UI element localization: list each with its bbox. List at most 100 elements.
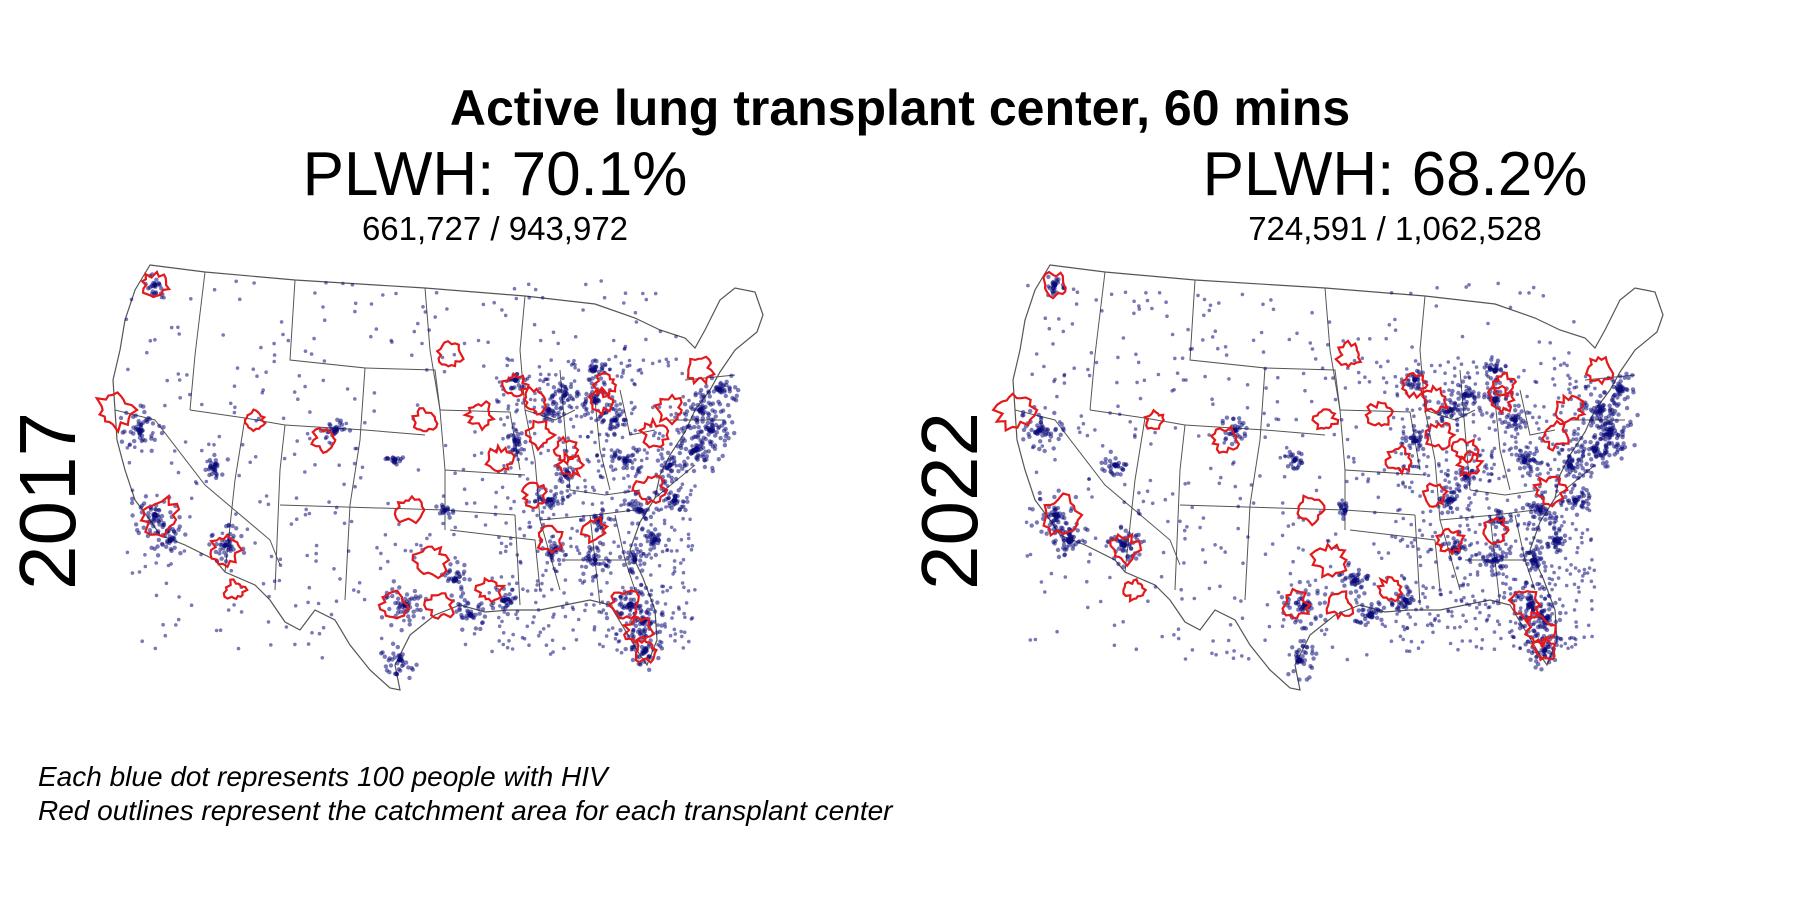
hiv-dot: [372, 391, 377, 395]
hiv-dot: [1550, 611, 1554, 616]
hiv-dot: [390, 340, 394, 344]
hiv-dot: [1223, 345, 1228, 349]
hiv-dot: [1360, 356, 1365, 361]
hiv-dot: [1081, 421, 1086, 426]
hiv-dot: [353, 397, 357, 401]
hiv-dot: [1049, 510, 1054, 515]
us-map: [991, 264, 1664, 691]
hiv-dot: [507, 639, 511, 643]
hiv-dot: [1251, 338, 1256, 343]
hiv-dot: [153, 338, 157, 342]
panel-2017: PLWH: 70.1% 661,727 / 943,972 2017: [0, 140, 900, 760]
hiv-dot: [369, 302, 374, 306]
hiv-dot: [1377, 550, 1381, 555]
hiv-dot: [601, 475, 605, 480]
hiv-dot: [185, 373, 189, 377]
hiv-dot: [580, 564, 584, 569]
hiv-dot: [1333, 532, 1338, 536]
hiv-dot: [1516, 513, 1521, 518]
hiv-dot: [1403, 438, 1409, 443]
hiv-dot: [1214, 653, 1218, 657]
hiv-dot: [1457, 556, 1462, 561]
hiv-dot: [700, 445, 706, 450]
hiv-dot: [1586, 495, 1592, 501]
hiv-dot: [1502, 442, 1507, 446]
hiv-dot: [1401, 637, 1405, 642]
hiv-dot: [212, 287, 217, 292]
catchment-outline: [484, 442, 516, 473]
hiv-dot: [1051, 282, 1056, 287]
hiv-dot: [1072, 366, 1076, 370]
hiv-dot: [643, 585, 649, 591]
hiv-dot: [626, 474, 630, 478]
hiv-dot: [1040, 444, 1045, 448]
hiv-dot: [1590, 558, 1594, 562]
hiv-dot: [1567, 387, 1571, 392]
hiv-dot: [612, 517, 617, 522]
hiv-dot: [390, 641, 396, 646]
hiv-dot: [1543, 569, 1547, 573]
hiv-dot: [163, 403, 167, 408]
hiv-dot: [683, 615, 687, 620]
hiv-dot: [1182, 528, 1187, 533]
hiv-dot: [1533, 404, 1537, 408]
hiv-dot: [646, 529, 651, 534]
hiv-dot: [149, 448, 154, 453]
hiv-dot: [1394, 384, 1399, 389]
hiv-dot: [1417, 430, 1423, 436]
hiv-dot: [1405, 407, 1409, 412]
hiv-dot: [1481, 448, 1485, 453]
state-border: [1184, 424, 1326, 436]
hiv-dot: [664, 357, 669, 362]
hiv-dot: [1122, 543, 1127, 548]
hiv-dot: [589, 416, 593, 421]
hiv-dot: [1518, 448, 1523, 454]
hiv-dot: [1472, 492, 1477, 497]
hiv-dot: [1317, 601, 1323, 606]
hiv-dot: [1509, 379, 1514, 384]
hiv-dot: [1577, 569, 1581, 573]
hiv-dot: [472, 501, 477, 505]
hiv-dot: [562, 553, 568, 558]
hiv-dot: [1466, 371, 1470, 375]
hiv-dot: [519, 447, 524, 452]
hiv-dot: [661, 434, 665, 438]
hiv-dot: [1100, 309, 1104, 313]
hiv-dot: [395, 610, 401, 615]
state-border: [1469, 489, 1541, 496]
hiv-dot: [289, 522, 294, 526]
hiv-dot: [1563, 494, 1568, 500]
hiv-dot: [572, 491, 577, 495]
hiv-dot: [668, 490, 673, 495]
hiv-dot: [612, 415, 617, 420]
hiv-dot: [1491, 558, 1496, 563]
hiv-dot: [1421, 446, 1426, 452]
hiv-dot: [1121, 564, 1126, 569]
hiv-dot: [1425, 424, 1430, 428]
hiv-dot: [1550, 540, 1556, 546]
hiv-dot: [1383, 390, 1387, 395]
hiv-dot: [1445, 510, 1451, 515]
hiv-dot: [1279, 595, 1285, 600]
hiv-dot: [1565, 363, 1569, 368]
hiv-dot: [1488, 545, 1493, 550]
hiv-dot: [699, 399, 704, 404]
catchment-outline: [393, 494, 426, 525]
hiv-dot: [393, 600, 398, 606]
hiv-dot: [1448, 505, 1453, 511]
hiv-dot: [601, 453, 606, 458]
hiv-dot: [1524, 537, 1529, 541]
hiv-dot: [381, 293, 385, 297]
catchment-outline: [552, 435, 580, 466]
hiv-dot: [608, 517, 613, 522]
hiv-dot: [1365, 653, 1369, 657]
hiv-dot: [1507, 547, 1512, 552]
hiv-dot: [1439, 510, 1445, 516]
hiv-dot: [1201, 548, 1205, 552]
hiv-dot: [505, 415, 510, 420]
hiv-dot: [627, 602, 632, 607]
hiv-dot: [1399, 573, 1404, 578]
hiv-dot: [462, 569, 467, 574]
hiv-dot: [644, 553, 649, 559]
hiv-dot: [600, 600, 605, 604]
